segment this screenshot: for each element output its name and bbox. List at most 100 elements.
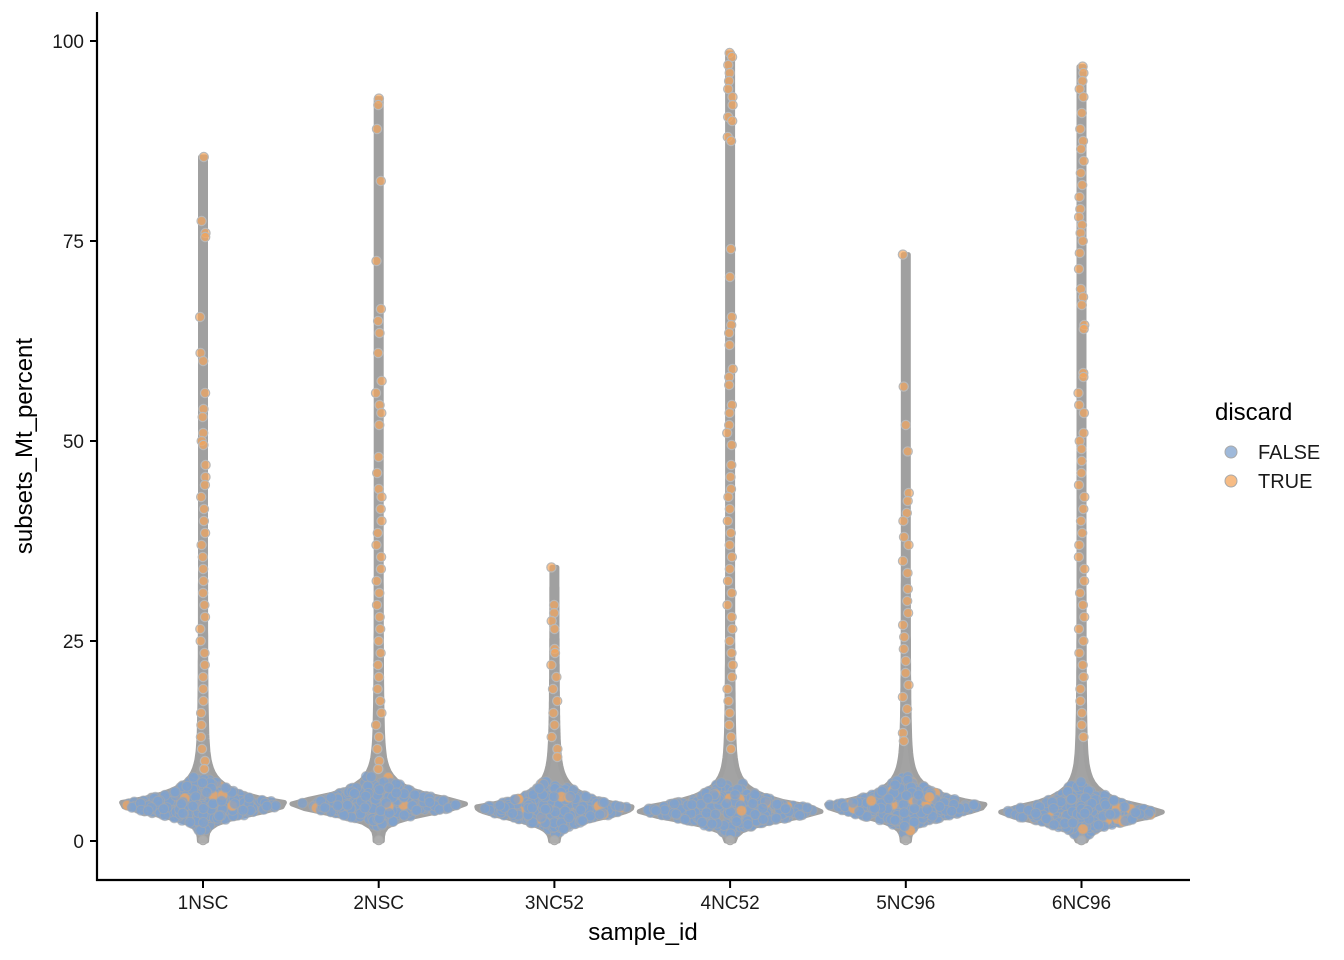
data-point [195,623,206,635]
data-point [411,804,423,816]
data-point [199,659,210,671]
data-point [1066,793,1077,805]
data-point [726,671,738,683]
data-point [696,816,708,828]
data-point [177,807,189,819]
data-point [679,813,691,825]
data-point [375,503,386,515]
violin-4NC52 [636,47,824,846]
data-point [229,798,241,810]
data-point [725,471,736,483]
data-point [670,808,682,820]
data-point [726,647,737,659]
data-point [1074,647,1085,659]
data-point [548,707,559,719]
data-point [373,347,384,359]
data-point [946,805,958,817]
data-point [552,751,563,763]
data-point [902,595,913,607]
data-point [376,515,387,527]
data-point [195,491,207,503]
data-point [196,215,207,227]
data-point [726,611,737,623]
y-tick-label: 25 [63,632,84,653]
data-point [747,798,759,809]
data-point [296,797,308,809]
data-point [197,551,208,563]
data-point [374,784,385,796]
data-point [900,655,912,667]
data-point [375,623,386,635]
data-point [198,151,209,163]
data-point [580,791,592,803]
data-point [181,780,193,792]
data-point [372,527,383,539]
data-point [1076,467,1087,479]
data-point [1078,371,1089,383]
legend-label: FALSE [1258,442,1320,464]
data-point [539,803,551,815]
data-point [725,731,737,743]
data-point [373,671,385,683]
data-point [158,803,170,815]
data-point [375,695,386,707]
data-point [724,379,735,391]
violin-points [296,771,462,832]
data-point [897,619,909,631]
data-point [727,115,738,127]
data-point [903,539,914,551]
data-point [547,683,559,695]
data-point [722,683,733,695]
data-point [142,805,154,817]
data-point [1075,776,1087,788]
outlier-points [194,151,211,846]
x-tick-label: 4NC52 [701,893,760,914]
data-point [372,659,384,671]
data-point [373,835,384,846]
data-point [1075,123,1086,135]
x-tick-label: 1NSC [178,893,229,914]
data-point [372,467,383,479]
data-point [380,797,392,809]
data-point [724,339,735,351]
data-point [721,798,733,810]
data-point [723,83,734,95]
data-point [546,731,557,743]
data-point [1079,563,1090,575]
data-point [1076,719,1087,731]
data-point [724,635,735,647]
data-point [1073,551,1085,563]
data-point [371,255,382,267]
data-point [729,789,741,801]
outlier-points [1073,61,1090,846]
violin-points [121,771,282,836]
data-point [1074,191,1085,203]
data-point [724,539,735,551]
data-point [197,803,209,814]
data-point [780,803,791,815]
data-point [897,691,909,703]
outlier-points [897,249,915,846]
violin-3NC52 [474,562,635,846]
data-point [376,707,387,719]
data-point [742,819,754,831]
data-point [383,782,395,794]
data-point [686,799,698,811]
data-point [374,419,385,431]
data-point [902,567,913,579]
data-point [372,683,383,695]
data-point [710,808,721,820]
data-point [546,562,557,573]
data-point [546,659,557,671]
violin-2NSC [289,93,468,846]
data-point [1074,587,1086,599]
violin-points [824,771,982,839]
data-point [558,823,570,835]
data-point [614,801,626,813]
data-point [723,491,734,503]
data-point [1079,491,1090,503]
data-point [701,807,712,819]
data-point [902,583,914,595]
data-point [724,503,736,515]
data-point [507,807,519,819]
